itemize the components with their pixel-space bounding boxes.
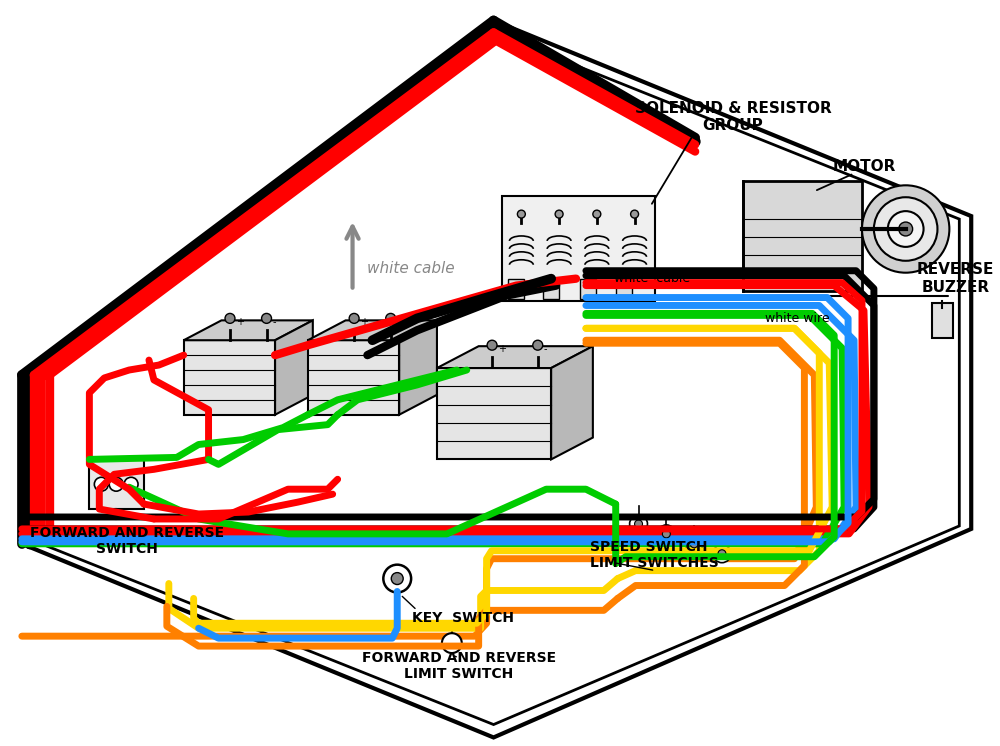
Circle shape <box>657 525 675 543</box>
Polygon shape <box>399 320 437 415</box>
Circle shape <box>225 313 235 323</box>
Bar <box>743 181 862 291</box>
Polygon shape <box>551 346 593 460</box>
Circle shape <box>262 313 272 323</box>
Text: +: + <box>360 317 368 327</box>
Bar <box>580 279 596 298</box>
Polygon shape <box>308 320 437 340</box>
Text: white cable: white cable <box>367 261 455 276</box>
Bar <box>89 460 144 509</box>
Text: -: - <box>272 317 276 327</box>
Circle shape <box>349 313 359 323</box>
Bar <box>932 304 953 338</box>
Text: white wire: white wire <box>765 312 829 325</box>
Text: +: + <box>236 317 244 327</box>
Circle shape <box>862 185 949 273</box>
Text: SOLENOID & RESISTOR
GROUP: SOLENOID & RESISTOR GROUP <box>635 101 831 133</box>
Bar <box>508 279 524 298</box>
Text: REVERSE
BUZZER: REVERSE BUZZER <box>917 263 994 295</box>
Text: white  cable: white cable <box>614 272 690 285</box>
Circle shape <box>718 550 726 558</box>
Text: MOTOR: MOTOR <box>832 159 896 174</box>
Circle shape <box>713 545 731 562</box>
Polygon shape <box>184 320 313 340</box>
Bar <box>502 196 655 301</box>
Circle shape <box>662 530 670 538</box>
Circle shape <box>685 535 703 553</box>
Polygon shape <box>184 340 275 415</box>
Circle shape <box>555 210 563 218</box>
Circle shape <box>593 210 601 218</box>
Circle shape <box>124 477 138 491</box>
Circle shape <box>888 211 924 247</box>
Circle shape <box>899 222 913 236</box>
Circle shape <box>517 210 525 218</box>
Circle shape <box>386 313 396 323</box>
Polygon shape <box>437 368 551 460</box>
Circle shape <box>533 340 543 350</box>
Circle shape <box>690 540 698 548</box>
Circle shape <box>635 520 643 528</box>
Circle shape <box>630 515 647 533</box>
Text: KEY  SWITCH: KEY SWITCH <box>412 611 514 625</box>
Circle shape <box>442 633 462 653</box>
Circle shape <box>631 210 639 218</box>
Text: -: - <box>544 344 547 354</box>
Text: SPEED SWITCH
LIMIT SWITCHES: SPEED SWITCH LIMIT SWITCHES <box>590 539 719 570</box>
Circle shape <box>487 340 497 350</box>
Circle shape <box>391 573 403 585</box>
Text: -: - <box>397 317 400 327</box>
Bar <box>616 279 632 298</box>
Text: +: + <box>498 344 506 354</box>
Circle shape <box>94 477 108 491</box>
Polygon shape <box>275 320 313 415</box>
Polygon shape <box>437 346 593 368</box>
Bar <box>543 279 559 298</box>
Text: FORWARD AND REVERSE
SWITCH: FORWARD AND REVERSE SWITCH <box>30 526 224 556</box>
Circle shape <box>874 197 937 261</box>
Circle shape <box>383 565 411 592</box>
Circle shape <box>109 477 123 491</box>
Text: FORWARD AND REVERSE
LIMIT SWITCH: FORWARD AND REVERSE LIMIT SWITCH <box>362 651 556 681</box>
Polygon shape <box>308 340 399 415</box>
